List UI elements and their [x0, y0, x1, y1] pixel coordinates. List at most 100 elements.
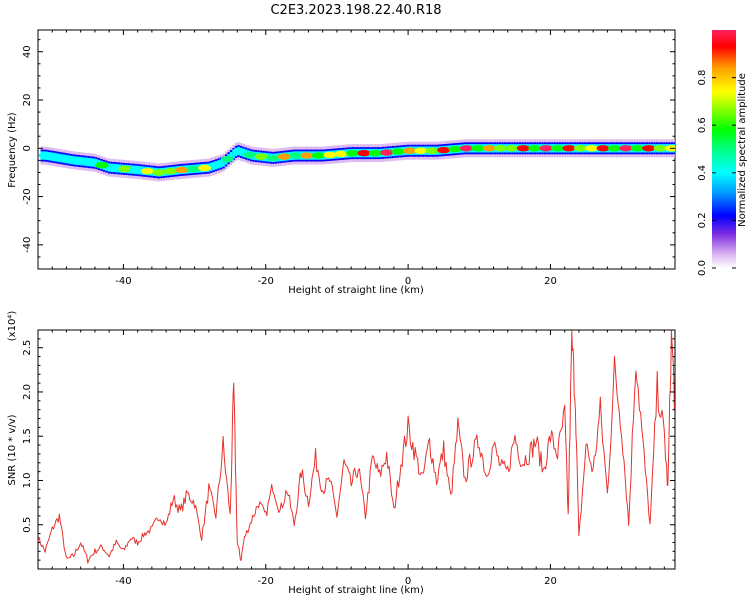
- spectrogram-peak: [118, 165, 132, 173]
- spectrogram-peak-core: [416, 148, 425, 153]
- spectrogram-peak: [425, 147, 439, 154]
- spectrogram-panel: -40 -20 0 20 -40 -20 0 20 40 Height of straight…: [7, 29, 676, 296]
- colorbar-gradient: [712, 30, 736, 268]
- spectrogram-peak-core: [564, 146, 573, 151]
- spectrogram-peak-core: [337, 152, 346, 156]
- spectrogram-peak-core: [519, 146, 528, 151]
- colorbar-ticks: 0.0 0.2 0.4 0.6 0.8: [697, 70, 736, 276]
- spectrogram-peak-core: [303, 153, 312, 158]
- spectrogram-peak: [163, 167, 177, 175]
- colorbar: 0.0 0.2 0.4 0.6 0.8 Normalized spectral ampl…: [697, 30, 748, 276]
- spectrogram-peak-core: [405, 148, 414, 153]
- spectrogram-peak: [243, 151, 257, 159]
- spectrogram-peak-core: [143, 169, 152, 173]
- x-tick-label: 20: [544, 576, 557, 587]
- x-tick-label: -40: [115, 576, 131, 587]
- spectrogram-peak: [209, 161, 223, 169]
- spectrogram-peak: [38, 152, 52, 159]
- snr-plot-area: [37, 329, 676, 570]
- y-tick-label: 0: [22, 145, 33, 151]
- spectrogram-y-label: Frequency (Hz): [7, 112, 18, 188]
- spectrogram-peak: [186, 165, 200, 173]
- spectrogram-peak-core: [462, 146, 471, 151]
- y-tick-label: 1.0: [22, 473, 33, 489]
- spectrogram-peak: [494, 145, 508, 152]
- spectrogram-x-ticks: -40 -20 0 20: [37, 30, 665, 287]
- spectrogram-peak: [95, 161, 109, 169]
- spectrogram-peak-core: [644, 146, 653, 151]
- x-tick-label: 0: [405, 576, 411, 587]
- y-tick-label: 20: [22, 94, 33, 107]
- y-tick-label: 2.0: [22, 384, 33, 400]
- spectrogram-peak: [528, 145, 542, 152]
- spectrogram-peak-core: [280, 154, 289, 159]
- spectrogram-peak-core: [587, 146, 596, 151]
- spectrogram-y-ticks: -40 -20 0 20 40: [22, 39, 675, 270]
- y-tick-label: -40: [22, 237, 33, 253]
- spectrogram-ridge: [38, 139, 675, 182]
- snr-series-line: [38, 330, 675, 564]
- spectrogram-peak-core: [325, 153, 334, 157]
- spectrogram-peak: [220, 155, 234, 163]
- x-tick-label: -40: [115, 276, 131, 287]
- spectrogram-peak: [608, 145, 622, 152]
- spectrogram-peak: [391, 148, 405, 155]
- spectrogram-peak: [505, 145, 519, 152]
- spectrogram-peak: [266, 154, 280, 162]
- spectrogram-peak-core: [599, 146, 608, 151]
- snr-x-label: Height of straight line (km): [288, 585, 424, 596]
- spectrogram-peak-core: [382, 150, 391, 155]
- colorbar-tick-label: 0.0: [697, 260, 708, 276]
- spectrogram-peak-core: [485, 146, 494, 151]
- spectrogram-peak: [152, 169, 166, 176]
- spectrogram-peak: [289, 152, 303, 159]
- spectrogram-peak: [61, 156, 75, 163]
- spectrogram-peak-core: [359, 151, 368, 155]
- spectrogram-peak: [368, 149, 382, 157]
- spectrogram-peak: [72, 157, 86, 165]
- spectrogram-peak: [346, 149, 360, 157]
- spectrogram-peak: [471, 145, 485, 152]
- y-tick-label: 1.5: [22, 428, 33, 444]
- x-tick-label: -20: [258, 576, 274, 587]
- snr-y-multiplier: (x10⁴): [7, 311, 18, 342]
- spectrogram-peak: [573, 145, 587, 152]
- spectrogram-x-label: Height of straight line (km): [288, 285, 424, 296]
- x-tick-label: -20: [258, 276, 274, 287]
- spectrogram-peak: [84, 159, 98, 166]
- spectrogram-peak: [551, 145, 565, 152]
- y-tick-label: 2.5: [22, 340, 33, 356]
- spectrogram-peak: [50, 154, 64, 161]
- spectrogram-peak: [254, 153, 268, 160]
- spectrogram-band-cell: [222, 158, 225, 167]
- snr-x-ticks: -40 -20 0 20: [37, 330, 665, 587]
- colorbar-tick-label: 0.8: [697, 70, 708, 86]
- spectrogram-band-cell: [229, 151, 233, 161]
- spectrogram-peak: [311, 152, 325, 159]
- spectrogram-peak: [653, 145, 667, 152]
- spectrogram-peak: [106, 164, 120, 172]
- spectrogram-peak: [448, 145, 462, 153]
- y-tick-label: -20: [22, 188, 33, 204]
- spectrogram-peak: [232, 147, 246, 155]
- snr-y-label: SNR (10 * v/v): [7, 414, 18, 485]
- colorbar-tick-label: 0.2: [697, 212, 708, 228]
- spectrogram-peak-core: [621, 146, 630, 151]
- x-tick-label: 20: [544, 276, 557, 287]
- spectrogram-peak-core: [200, 166, 209, 170]
- x-tick-label: 0: [405, 276, 411, 287]
- figure-title: C2E3.2023.198.22.40.R18: [270, 3, 441, 18]
- spectrogram-peak: [630, 145, 644, 152]
- colorbar-tick-label: 0.4: [697, 165, 708, 181]
- snr-y-ticks: 0.5 1.0 1.5 2.0 2.5: [22, 338, 675, 561]
- colorbar-label: Normalized spectral amplitude: [737, 73, 748, 227]
- y-tick-label: 40: [22, 45, 33, 58]
- y-tick-label: 0.5: [22, 517, 33, 533]
- spectrogram-peak-core: [542, 146, 551, 151]
- spectrogram-peak-core: [439, 148, 448, 152]
- spectrogram-band-cell: [232, 149, 235, 159]
- colorbar-tick-label: 0.6: [697, 117, 708, 133]
- spectrogram-peak-core: [177, 168, 186, 172]
